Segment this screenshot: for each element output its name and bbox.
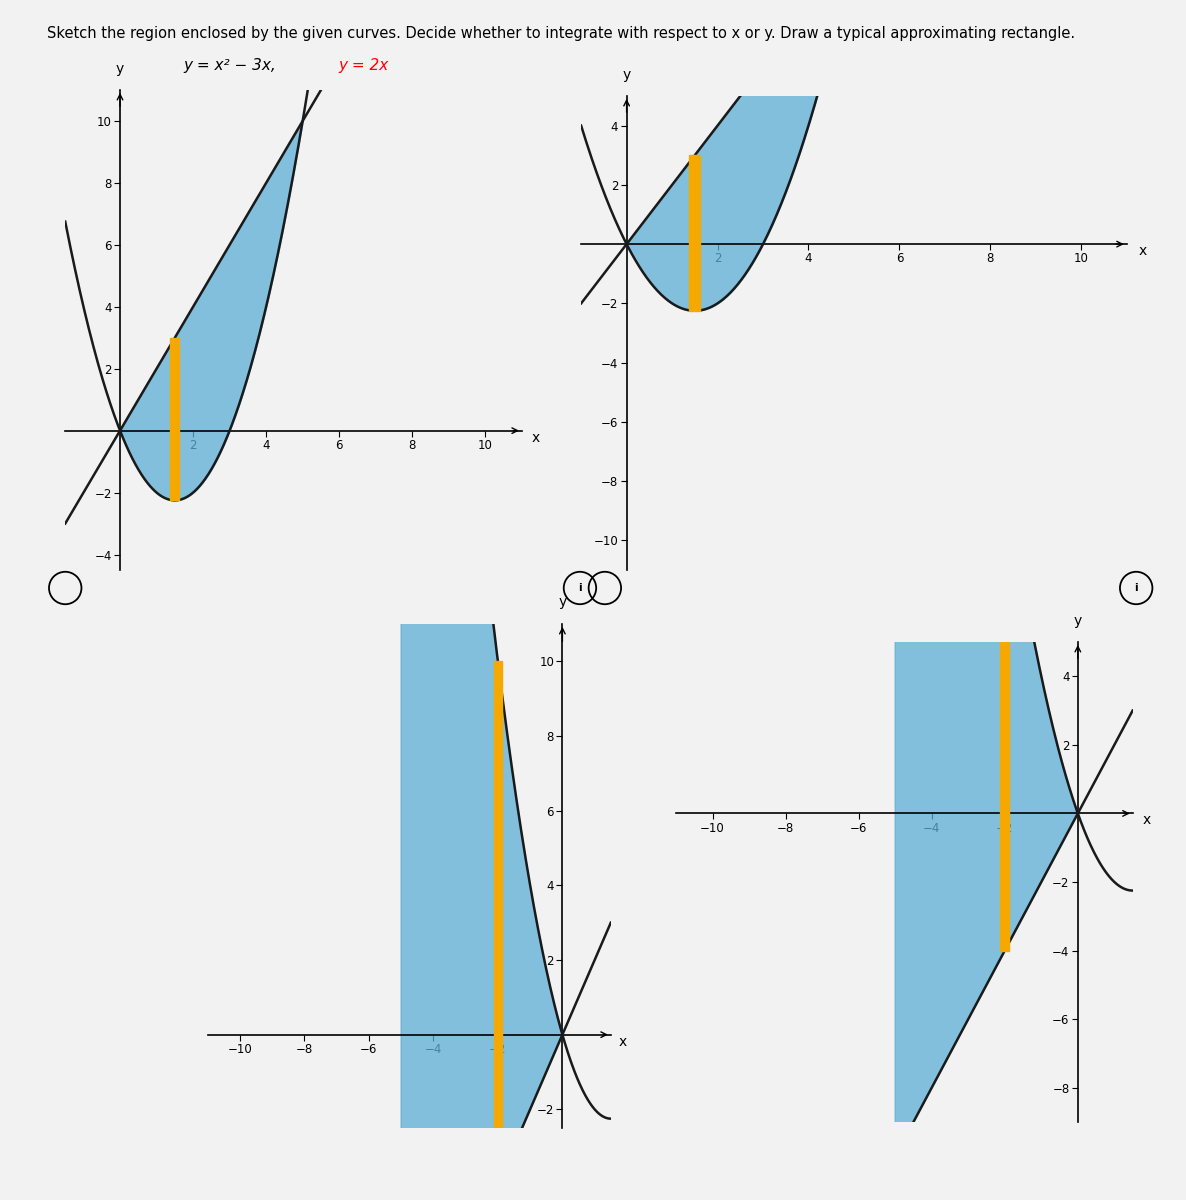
Bar (689, 155, 701, 311)
Text: Sketch the region enclosed by the given curves. Decide whether to integrate with: Sketch the region enclosed by the given … (47, 26, 1076, 41)
Text: y = x² − 3x,: y = x² − 3x, (184, 58, 286, 72)
Y-axis label: y: y (559, 595, 567, 608)
Bar (1000, 470, 1009, 950)
X-axis label: x: x (619, 1034, 627, 1049)
Y-axis label: y: y (116, 61, 125, 76)
X-axis label: x: x (531, 431, 540, 445)
X-axis label: x: x (1142, 814, 1150, 828)
X-axis label: x: x (1139, 244, 1147, 258)
Bar (493, 661, 502, 1184)
Y-axis label: y: y (623, 67, 631, 82)
Text: y = 2x: y = 2x (338, 58, 388, 72)
Bar (171, 337, 179, 500)
Y-axis label: y: y (1073, 613, 1082, 628)
Text: i: i (1134, 583, 1139, 593)
Text: i: i (578, 583, 582, 593)
